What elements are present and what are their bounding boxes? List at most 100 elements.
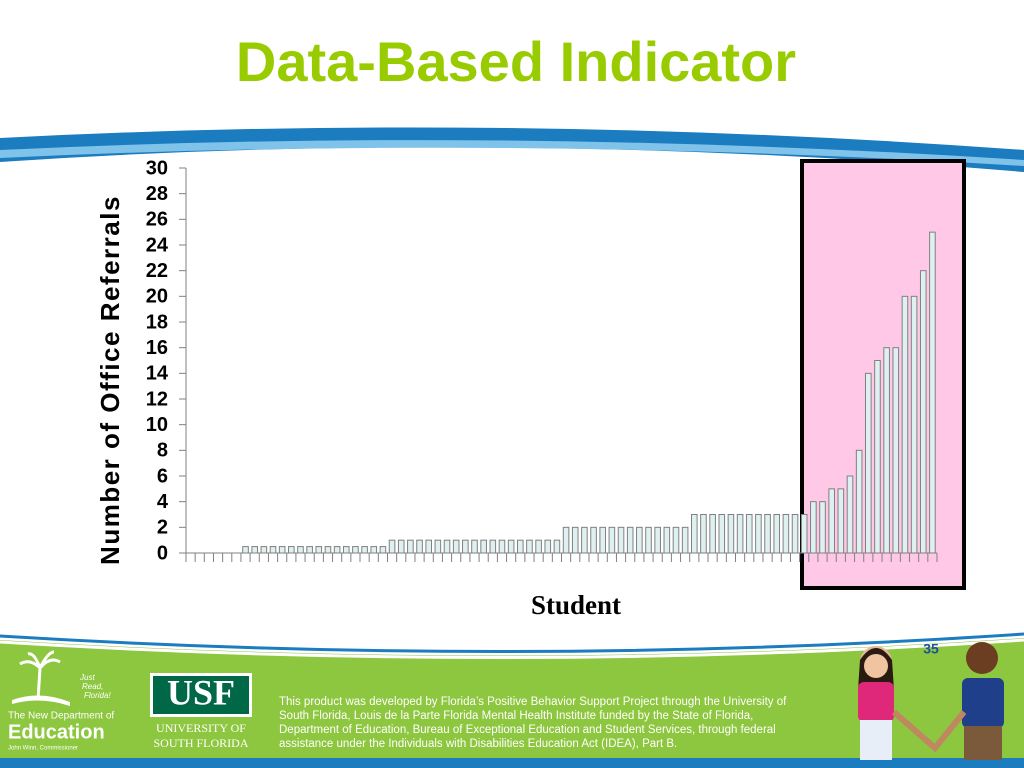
bar (700, 514, 707, 554)
bar (251, 546, 258, 554)
y-tick-label: 28 (146, 183, 168, 205)
bar (434, 539, 442, 554)
bar (416, 539, 423, 554)
bar (342, 546, 350, 554)
logo-text: John Winn, Commissioner (8, 746, 78, 752)
header-swoosh-light (0, 140, 1024, 166)
usf-text: SOUTH FLORIDA (153, 736, 248, 750)
bar (562, 526, 570, 554)
bar (288, 546, 295, 554)
bar (370, 546, 378, 554)
slide-title: Data-Based Indicator (236, 30, 796, 93)
y-axis-label: Number of Office Referrals (95, 195, 125, 565)
logo-tagline: Just (79, 673, 95, 682)
bar (837, 488, 845, 554)
bar (846, 475, 854, 554)
footer-text: This product was developed by Florida’s … (279, 696, 787, 708)
bar (425, 539, 433, 554)
bar (535, 539, 542, 554)
children-photo (858, 642, 1004, 760)
bar (663, 526, 671, 554)
bar (269, 546, 277, 554)
bar (333, 546, 341, 554)
bar (361, 546, 368, 554)
bar (608, 526, 616, 554)
usf-mark: USF (167, 672, 235, 712)
bar (315, 546, 323, 554)
bar (626, 526, 634, 554)
bar (681, 526, 689, 554)
bar (828, 488, 835, 554)
bar (745, 514, 753, 554)
bar (379, 546, 387, 554)
y-tick-label: 30 (146, 157, 168, 179)
y-tick-label: 12 (146, 388, 168, 410)
bar (810, 501, 817, 554)
bar (260, 546, 268, 554)
bar (397, 539, 405, 554)
bar (727, 514, 735, 554)
bar (297, 546, 304, 554)
bar (755, 514, 762, 554)
bar (480, 539, 487, 554)
bar (462, 539, 469, 554)
usf-text: UNIVERSITY OF (156, 721, 246, 735)
bar (599, 526, 607, 554)
header-swoosh (0, 127, 1024, 172)
bar (901, 295, 909, 554)
y-tick-label: 2 (157, 517, 168, 539)
logo-text: The New Department of (8, 711, 114, 722)
bar (544, 539, 552, 554)
x-axis-label: Student (531, 590, 621, 620)
bar (865, 372, 872, 554)
bar (498, 539, 506, 554)
bar (636, 526, 643, 554)
footer-text: Department of Education, Bureau of Excep… (279, 724, 776, 736)
bar (553, 539, 561, 554)
bar (800, 514, 808, 554)
doe-logo: Just Read, Florida! The New Department o… (8, 650, 114, 752)
highlight-box (800, 159, 966, 590)
usf-logo: USF UNIVERSITY OF SOUTH FLORIDA (150, 672, 252, 750)
y-tick-label: 22 (146, 260, 168, 282)
bar (892, 347, 900, 554)
bar (672, 526, 680, 554)
bar (764, 514, 771, 554)
footer-band (0, 638, 1024, 768)
bar (654, 526, 661, 554)
y-tick-label: 18 (146, 311, 168, 333)
bar (819, 501, 826, 554)
footer-note: This product was developed by Florida’s … (279, 696, 787, 750)
y-tick-label: 6 (157, 465, 168, 487)
bar (526, 539, 533, 554)
footer-line (0, 632, 1024, 654)
bar (782, 514, 790, 554)
bar (388, 539, 396, 554)
bar (791, 514, 799, 554)
bar (407, 539, 414, 554)
bar (278, 546, 286, 554)
y-tick-label: 4 (157, 491, 169, 513)
bar (571, 526, 579, 554)
bar (452, 539, 460, 554)
y-tick-label: 26 (146, 209, 168, 231)
y-tick-label: 14 (146, 363, 169, 385)
y-tick-label: 16 (146, 337, 168, 359)
logo-tagline: Read, (82, 682, 103, 691)
bar (516, 539, 524, 554)
y-tick-label: 8 (157, 440, 168, 462)
y-tick-label: 20 (146, 286, 168, 308)
bar (690, 514, 698, 554)
bar (773, 514, 781, 554)
bar (645, 526, 652, 554)
bar (489, 539, 497, 554)
bar (855, 449, 863, 554)
logo-text: Education (8, 721, 105, 743)
bar (709, 514, 716, 554)
bar (874, 360, 881, 554)
y-tick-label: 24 (146, 234, 169, 256)
bar (507, 539, 515, 554)
bar (590, 526, 597, 554)
